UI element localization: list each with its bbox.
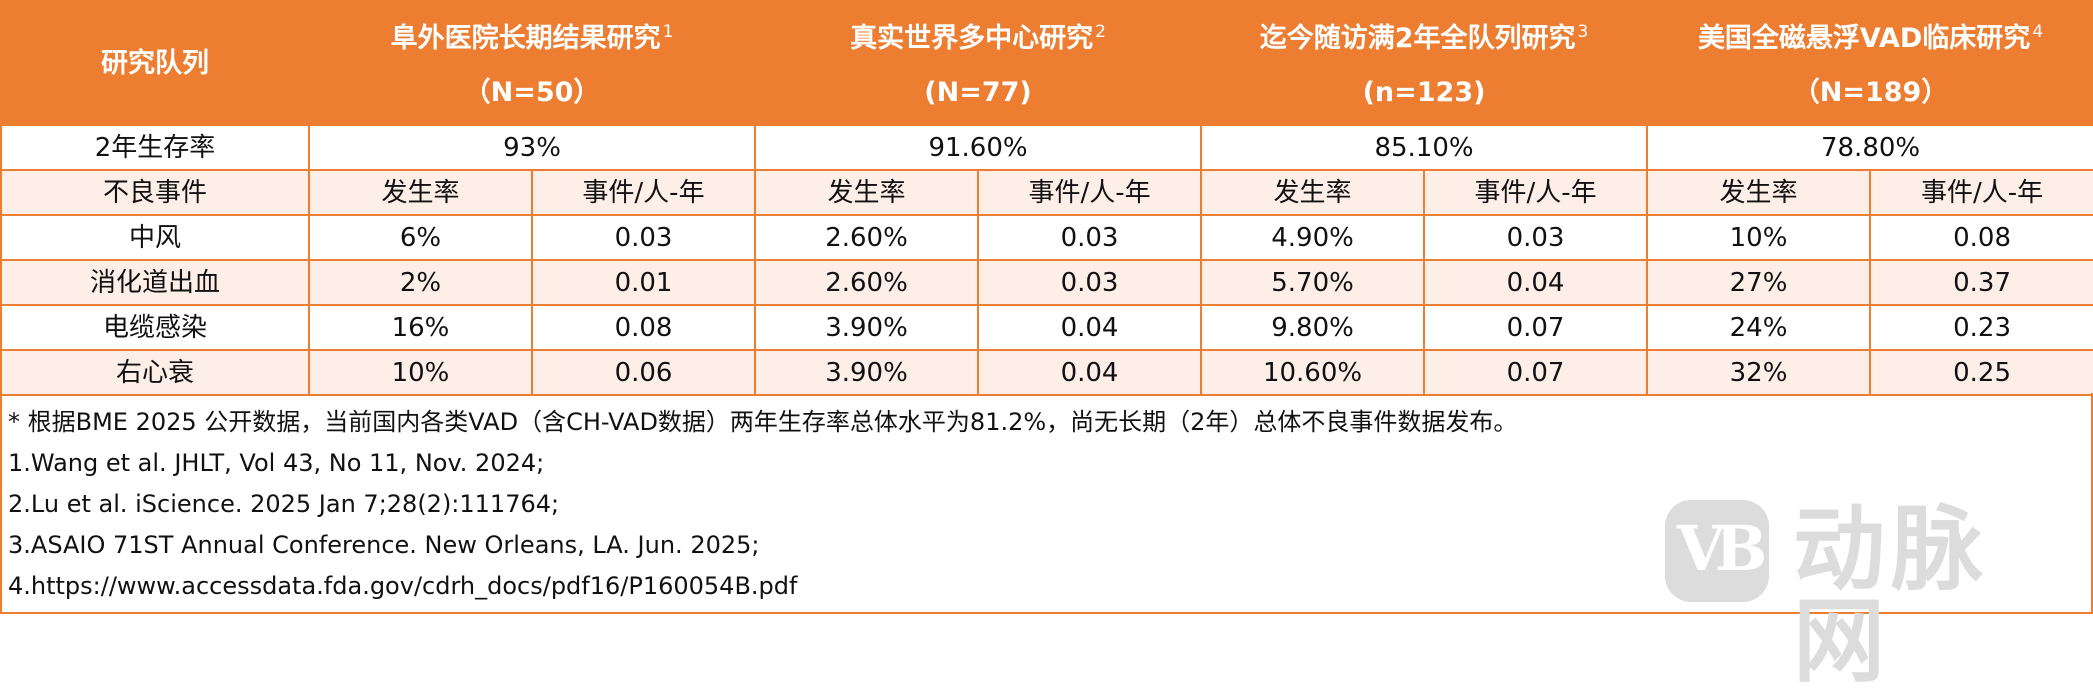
study-header-4: 美国全磁悬浮VAD临床研究 4 （N=189） xyxy=(1646,0,2093,126)
table-cell: 0.25 xyxy=(1869,349,2093,396)
brand-name: 动脉网 xyxy=(1793,496,1990,695)
subheader-rate: 发生率 xyxy=(1200,169,1426,216)
survival-value: 93% xyxy=(307,124,757,171)
table-cell: 27% xyxy=(1646,259,1872,306)
study-comparison-table: 研究队列 阜外医院长期结果研究 1 （N=50） 真实世界多中心研究 2 (N=77… xyxy=(0,0,2093,396)
table-cell: 16% xyxy=(308,304,533,351)
reference-1: 1.Wang et al. JHLT, Vol 43, No 11, Nov. … xyxy=(8,449,545,477)
table-cell: 0.37 xyxy=(1869,259,2093,306)
table-cell: 10% xyxy=(1646,214,1872,261)
table-row-gi-bleeding: 消化道出血 2% 0.01 2.60% 0.03 5.70% 0.04 27% … xyxy=(0,259,2093,306)
table-cell: 9.80% xyxy=(1200,304,1426,351)
table-cell: 0.07 xyxy=(1423,304,1649,351)
header-row: 研究队列 阜外医院长期结果研究 1 （N=50） 真实世界多中心研究 2 (N=77… xyxy=(0,0,2093,126)
corner-label: 研究队列 xyxy=(0,0,310,126)
table-cell: 2.60% xyxy=(754,214,980,261)
table-cell: 0.04 xyxy=(977,349,1203,396)
study-title: 阜外医院长期结果研究 1 xyxy=(311,22,753,54)
table-cell: 0.23 xyxy=(1869,304,2093,351)
table-cell: 2.60% xyxy=(754,259,980,306)
study-header-2: 真实世界多中心研究 2 (N=77) xyxy=(754,0,1203,126)
sample-size: （N=189） xyxy=(1792,77,1949,108)
table-cell: 0.04 xyxy=(1423,259,1649,306)
study-title-text: 迄今随访满2年全队列研究 xyxy=(1259,23,1576,54)
footnotes-section: * 根据BME 2025 公开数据，当前国内各类VAD（含CH-VAD数据）两年… xyxy=(0,393,2093,614)
table-row-driveline-infection: 电缆感染 16% 0.08 3.90% 0.04 9.80% 0.07 24% … xyxy=(0,304,2093,351)
vb-logo-icon: VB xyxy=(1665,500,1769,602)
reference-marker: 4 xyxy=(2032,22,2044,42)
table-cell: 3.90% xyxy=(754,304,980,351)
reference-marker: 3 xyxy=(1577,22,1589,42)
subheader-rate: 发生率 xyxy=(1646,169,1872,216)
study-title-text: 美国全磁悬浮VAD临床研究 xyxy=(1697,23,2031,54)
row-label: 右心衰 xyxy=(0,349,310,396)
table-row-stroke: 中风 6% 0.03 2.60% 0.03 4.90% 0.03 10% 0.0… xyxy=(0,214,2093,261)
table-cell: 2% xyxy=(308,259,533,306)
row-label: 中风 xyxy=(0,214,310,261)
table-cell: 0.01 xyxy=(530,259,757,306)
subheader-rate: 发生率 xyxy=(754,169,980,216)
subheader-per-person-year: 事件/人-年 xyxy=(1423,169,1649,216)
study-title: 美国全磁悬浮VAD临床研究 4 xyxy=(1649,22,2092,54)
table-cell: 0.08 xyxy=(1869,214,2093,261)
row-label: 消化道出血 xyxy=(0,259,310,306)
table-cell: 0.03 xyxy=(977,214,1203,261)
table-cell: 0.06 xyxy=(530,349,757,396)
survival-value: 85.10% xyxy=(1200,124,1649,171)
subheader-per-person-year: 事件/人-年 xyxy=(1869,169,2093,216)
row-label: 电缆感染 xyxy=(0,304,310,351)
survival-value: 78.80% xyxy=(1646,124,2093,171)
table-cell: 0.03 xyxy=(977,259,1203,306)
table-row-right-heart-failure: 右心衰 10% 0.06 3.90% 0.04 10.60% 0.07 32% … xyxy=(0,349,2093,396)
table-cell: 4.90% xyxy=(1200,214,1426,261)
adverse-events-subheader-row: 不良事件 发生率 事件/人-年 发生率 事件/人-年 发生率 事件/人-年 发生… xyxy=(0,169,2093,216)
study-title-text: 真实世界多中心研究 xyxy=(850,23,1094,54)
table-cell: 0.08 xyxy=(530,304,757,351)
study-title: 迄今随访满2年全队列研究 3 xyxy=(1203,22,1645,54)
footnote-summary: * 根据BME 2025 公开数据，当前国内各类VAD（含CH-VAD数据）两年… xyxy=(8,408,1518,436)
table-cell: 10% xyxy=(308,349,533,396)
reference-2: 2.Lu et al. iScience. 2025 Jan 7;28(2):1… xyxy=(8,490,560,518)
reference-marker: 1 xyxy=(662,22,674,42)
subheader-rate: 发生率 xyxy=(308,169,533,216)
table-cell: 6% xyxy=(308,214,533,261)
survival-value: 91.60% xyxy=(754,124,1203,171)
table-cell: 0.03 xyxy=(1423,214,1649,261)
sample-size: （N=50） xyxy=(463,77,601,108)
table-cell: 24% xyxy=(1646,304,1872,351)
survival-row: 2年生存率 93% 91.60% 85.10% 78.80% xyxy=(0,124,2093,171)
logo-text: VB xyxy=(1676,512,1768,585)
sample-size: (n=123) xyxy=(1362,77,1486,108)
watermark: VB 动脉网 xyxy=(1665,500,2085,688)
study-title-text: 阜外医院长期结果研究 xyxy=(390,23,661,54)
row-label: 不良事件 xyxy=(0,169,310,216)
subheader-per-person-year: 事件/人-年 xyxy=(530,169,757,216)
reference-marker: 2 xyxy=(1095,22,1106,42)
row-label: 2年生存率 xyxy=(0,124,310,171)
sample-size: (N=77) xyxy=(924,77,1032,108)
table-cell: 10.60% xyxy=(1200,349,1426,396)
table-cell: 0.04 xyxy=(977,304,1203,351)
subheader-per-person-year: 事件/人-年 xyxy=(977,169,1203,216)
reference-4-link[interactable]: 4.https://www.accessdata.fda.gov/cdrh_do… xyxy=(8,572,798,600)
table-cell: 0.07 xyxy=(1423,349,1649,396)
table-cell: 0.03 xyxy=(530,214,757,261)
study-header-1: 阜外医院长期结果研究 1 （N=50） xyxy=(307,0,757,126)
reference-3: 3.ASAIO 71ST Annual Conference. New Orle… xyxy=(8,531,760,559)
study-title: 真实世界多中心研究 2 xyxy=(757,22,1199,54)
table-cell: 5.70% xyxy=(1200,259,1426,306)
study-header-3: 迄今随访满2年全队列研究 3 (n=123) xyxy=(1200,0,1649,126)
table-cell: 3.90% xyxy=(754,349,980,396)
table-cell: 32% xyxy=(1646,349,1872,396)
